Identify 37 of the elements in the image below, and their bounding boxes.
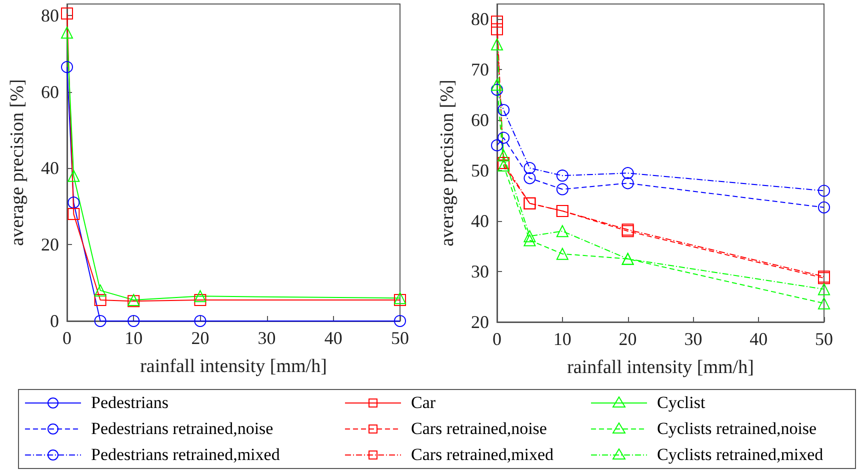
legend-label: Cars retrained,noise — [411, 419, 547, 439]
y-tick-label: 80 — [471, 9, 489, 30]
x-tick-label: 50 — [391, 328, 409, 348]
y-tick-label: 40 — [471, 211, 489, 232]
x-tick-label: 20 — [618, 329, 637, 349]
y-tick-label: 50 — [471, 160, 489, 181]
y-tick-label: 20 — [471, 312, 489, 332]
x-tick-label: 20 — [191, 328, 210, 348]
x-tick-label: 40 — [324, 328, 342, 348]
y-tick-label: 80 — [41, 5, 59, 26]
y-tick-label: 40 — [41, 158, 59, 178]
x-tick-label: 40 — [750, 329, 768, 349]
x-tick-label: 0 — [492, 329, 502, 349]
x-axis-title: rainfall intensity [mm/h] — [567, 357, 754, 378]
x-tick-label: 30 — [258, 328, 276, 348]
x-axis-title: rainfall intensity [mm/h] — [140, 356, 327, 377]
legend-label: Pedestrians retrained,mixed — [91, 445, 280, 465]
legend-label: Cyclists retrained,mixed — [657, 445, 824, 465]
y-tick-label: 60 — [471, 110, 489, 130]
y-tick-label: 70 — [471, 60, 489, 80]
legend-label: Car — [411, 393, 436, 413]
y-axis-title: average precision [%] — [437, 80, 458, 246]
legend-label: Cyclists retrained,noise — [657, 419, 817, 439]
y-tick-label: 30 — [471, 262, 489, 282]
y-tick-label: 0 — [50, 311, 59, 331]
legend-label: Cyclist — [657, 393, 706, 413]
x-tick-label: 10 — [553, 329, 572, 349]
x-tick-label: 50 — [815, 329, 833, 349]
y-tick-label: 60 — [41, 82, 59, 102]
x-tick-label: 30 — [684, 329, 702, 349]
x-tick-label: 0 — [62, 328, 72, 348]
legend-label: Pedestrians — [91, 393, 168, 413]
legend-label: Pedestrians retrained,noise — [91, 419, 274, 439]
x-tick-label: 10 — [124, 328, 143, 348]
y-axis-title: average precision [%] — [7, 79, 28, 246]
legend-label: Cars retrained,mixed — [411, 445, 554, 465]
y-tick-label: 20 — [41, 234, 59, 255]
